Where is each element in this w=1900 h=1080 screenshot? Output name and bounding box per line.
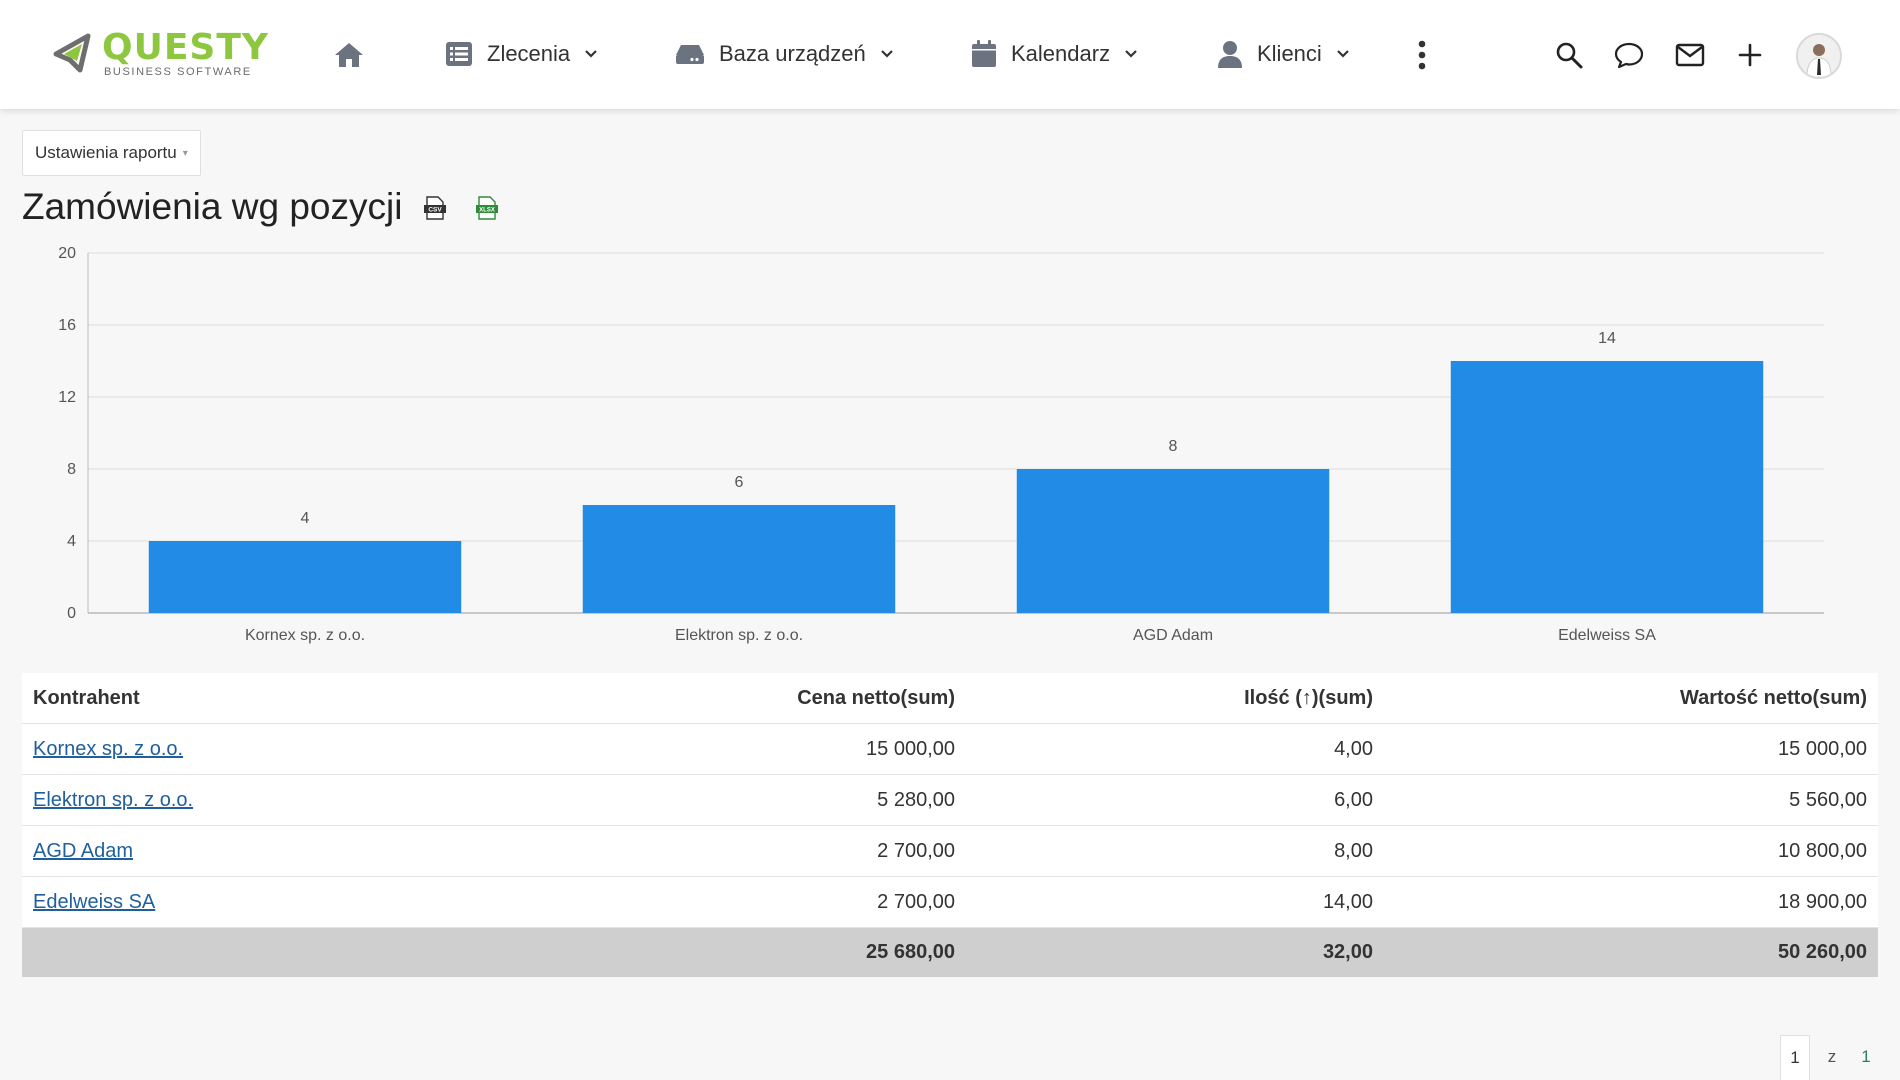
pagination-separator: z [1827, 1047, 1837, 1066]
table-row: Kornex sp. z o.o. 15 000,00 4,00 15 000,… [22, 723, 1878, 775]
svg-text:CSV: CSV [428, 207, 442, 214]
mail-icon[interactable] [1673, 38, 1707, 72]
bar [1450, 361, 1764, 613]
quantity-cell: 6,00 [1334, 788, 1373, 811]
table-row: Elektron sp. z o.o. 5 280,00 6,00 5 560,… [22, 774, 1878, 826]
svg-text:XLSX: XLSX [479, 208, 495, 214]
column-header-kontrahent[interactable]: Kontrahent [22, 673, 564, 724]
net-value-cell: 18 900,00 [1778, 890, 1867, 913]
data-label: 6 [735, 474, 744, 491]
y-tick-label: 12 [58, 389, 76, 406]
table-row: Edelweiss SA 2 700,00 14,00 18 900,00 [22, 876, 1878, 928]
caret-down-icon: ▾ [182, 147, 188, 159]
total-quantity: 32,00 [1322, 941, 1373, 963]
nav-item-label: Kalendarz [1011, 41, 1111, 66]
nav-item-label: Baza urządzeń [719, 41, 866, 66]
total-net-price: 25 680,00 [866, 941, 955, 963]
x-tick-label: Kornex sp. z o.o. [245, 627, 365, 644]
column-header-ilosc[interactable]: Ilość (↑)(sum) [966, 673, 1384, 724]
client-cell: AGD Adam [22, 826, 564, 877]
bar [148, 541, 462, 613]
x-tick-label: Elektron sp. z o.o. [675, 627, 803, 644]
nav-item-zlecenia[interactable]: Zlecenia [445, 34, 598, 74]
net-price-cell: 2 700,00 [877, 890, 955, 913]
csv-export-icon[interactable]: CSV [423, 196, 447, 220]
table-row: AGD Adam 2 700,00 8,00 10 800,00 [22, 825, 1878, 877]
y-tick-label: 4 [67, 533, 76, 550]
quantity-cell: 8,00 [1334, 839, 1373, 862]
x-tick-label: Edelweiss SA [1558, 627, 1656, 644]
nav-item-label: Klienci [1257, 41, 1322, 66]
logo-tagline: BUSINESS SOFTWARE [104, 66, 252, 78]
nav-item-kalendarz[interactable]: Kalendarz [971, 34, 1138, 74]
quantity-cell: 14,00 [1322, 890, 1373, 913]
questy-logo-mark-icon [53, 33, 91, 73]
more-menu-icon[interactable] [1416, 38, 1428, 72]
xlsx-export-icon[interactable]: XLSX [475, 196, 499, 220]
total-pages[interactable]: 1 [1861, 1047, 1871, 1066]
home-icon[interactable] [333, 40, 365, 70]
nav-item-klienci[interactable]: Klienci [1217, 34, 1350, 74]
data-label: 4 [301, 510, 310, 527]
net-price-cell: 5 280,00 [877, 788, 955, 811]
quantity-cell: 4,00 [1334, 737, 1373, 760]
net-value-cell: 5 560,00 [1789, 788, 1867, 811]
column-header-cena-netto[interactable]: Cena netto(sum) [564, 673, 966, 724]
page-title: Zamówienia wg pozycji [22, 186, 403, 227]
user-avatar[interactable] [1796, 33, 1842, 79]
hard-drive-icon [676, 45, 704, 64]
bar [582, 505, 896, 613]
client-cell: Elektron sp. z o.o. [22, 775, 564, 826]
client-link[interactable]: Kornex sp. z o.o. [33, 737, 184, 760]
client-link[interactable]: Elektron sp. z o.o. [33, 788, 194, 811]
net-value-cell: 15 000,00 [1778, 737, 1867, 760]
chevron-down-icon [1125, 50, 1137, 58]
column-header-wartosc-netto[interactable]: Wartość netto(sum) [1384, 673, 1878, 724]
net-price-cell: 2 700,00 [877, 839, 955, 862]
questy-logo[interactable]: QUESTY BUSINESS SOFTWARE [50, 26, 290, 82]
report-settings-label: Ustawienia raportu [35, 143, 177, 162]
orders-bar-chart: 0 4 8 12 16 20 4 Kornex sp. z o.o. 6 Elektron sp.… [58, 245, 1824, 644]
top-navigation-bar: QUESTY BUSINESS SOFTWARE Zlecenia Baza u… [0, 0, 1900, 109]
table-totals-row: 25 680,00 32,00 50 260,00 [22, 927, 1878, 978]
y-tick-label: 8 [67, 461, 76, 478]
net-value-cell: 10 800,00 [1778, 839, 1867, 862]
chevron-down-icon [585, 50, 597, 58]
current-page-button[interactable]: 1 [1780, 1034, 1810, 1080]
nav-item-label: Zlecenia [487, 41, 571, 66]
chevron-down-icon [1337, 50, 1349, 58]
plus-icon[interactable] [1733, 38, 1767, 72]
client-link[interactable]: Edelweiss SA [33, 890, 156, 913]
net-price-cell: 15 000,00 [866, 737, 955, 760]
bar [1016, 469, 1330, 613]
data-label: 8 [1169, 438, 1178, 455]
list-icon [446, 42, 472, 66]
y-tick-label: 0 [67, 605, 76, 622]
client-link[interactable]: AGD Adam [33, 839, 134, 862]
nav-item-baza-urzadzen[interactable]: Baza urządzeń [675, 34, 894, 74]
y-tick-label: 16 [58, 317, 76, 334]
search-icon[interactable] [1552, 38, 1586, 72]
person-photo-icon [1798, 35, 1840, 77]
client-cell: Edelweiss SA [22, 877, 564, 928]
y-tick-label: 20 [58, 245, 76, 262]
totals-label-cell [22, 928, 564, 978]
logo-wordmark: QUESTY [102, 27, 269, 68]
calendar-icon [972, 40, 996, 67]
table-header-row: Kontrahent Cena netto(sum) Ilość (↑)(sum… [22, 673, 1878, 724]
user-icon [1218, 41, 1242, 68]
report-table: Kontrahent Cena netto(sum) Ilość (↑)(sum… [22, 673, 1878, 977]
chevron-down-icon [880, 50, 893, 58]
chat-icon[interactable] [1612, 38, 1646, 72]
pagination: 1 z 1 [1780, 1034, 1878, 1080]
total-net-value: 50 260,00 [1778, 941, 1867, 963]
x-tick-label: AGD Adam [1133, 627, 1213, 644]
report-settings-button[interactable]: Ustawienia raportu ▾ [22, 130, 201, 176]
client-cell: Kornex sp. z o.o. [22, 724, 564, 775]
data-label: 14 [1598, 330, 1616, 347]
